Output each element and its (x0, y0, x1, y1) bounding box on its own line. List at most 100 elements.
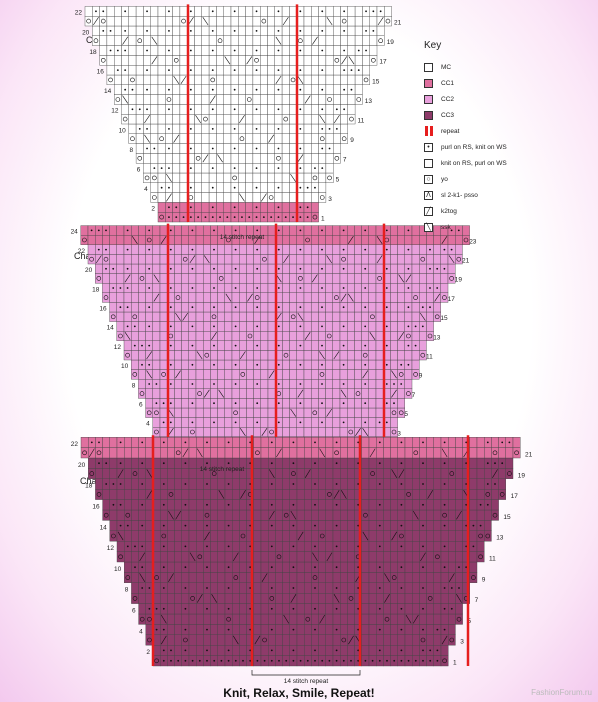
svg-text:8: 8 (125, 587, 129, 594)
chart-b-grid: 123456789101112131415161718192021222324 (71, 223, 477, 466)
svg-text:18: 18 (92, 286, 100, 293)
key-label: yo (441, 175, 448, 183)
svg-text:2: 2 (151, 206, 155, 213)
key-label: ssk (441, 223, 451, 231)
key-swatch-icon (424, 94, 433, 104)
svg-text:14: 14 (100, 524, 108, 531)
key-label: sl 2-k1- psso (441, 191, 478, 199)
key-label: purl on RS, knit on WS (441, 143, 507, 151)
svg-text:21: 21 (525, 452, 533, 459)
key-title: Key (424, 40, 442, 51)
svg-text:7: 7 (475, 597, 479, 604)
watermark: FashionForum.ru (531, 688, 592, 697)
key-label: MC (441, 63, 452, 71)
svg-text:9: 9 (350, 137, 354, 144)
svg-text:2: 2 (146, 649, 150, 656)
svg-text:5: 5 (336, 176, 340, 183)
key-item: CC2 (424, 91, 594, 107)
svg-text:10: 10 (114, 566, 122, 573)
key-label: CC2 (441, 95, 455, 103)
svg-text:7: 7 (343, 157, 347, 164)
key-swatch-icon: Λ (424, 190, 433, 200)
svg-text:4: 4 (144, 186, 148, 193)
svg-text:16: 16 (99, 306, 107, 313)
key-item: CC3 (424, 107, 594, 123)
key-swatch-icon (424, 158, 433, 168)
key-item: knit on RS, purl on WS (424, 155, 594, 171)
key-item: repeat (424, 123, 594, 139)
footer-slogan: Knit, Relax, Smile, Repeat! (223, 686, 375, 700)
svg-text:19: 19 (518, 472, 526, 479)
svg-text:9: 9 (419, 373, 423, 380)
svg-text:1: 1 (321, 216, 325, 223)
svg-text:8: 8 (132, 382, 136, 389)
chart-a-repeat-label: 14 stitch repeat (219, 234, 265, 241)
svg-text:14: 14 (107, 325, 115, 332)
svg-text:23: 23 (469, 238, 477, 245)
key-swatch-icon: ○ (424, 174, 433, 184)
svg-text:12: 12 (111, 108, 119, 115)
svg-text:19: 19 (387, 39, 395, 46)
key-swatch-icon (424, 78, 433, 88)
svg-text:11: 11 (426, 354, 433, 361)
svg-text:10: 10 (121, 363, 129, 370)
svg-text:20: 20 (78, 462, 86, 469)
svg-text:15: 15 (440, 315, 448, 322)
svg-text:18: 18 (85, 483, 93, 490)
key-label: CC3 (441, 111, 455, 119)
key-item: • purl on RS, knit on WS (424, 139, 594, 155)
svg-text:16: 16 (92, 504, 100, 511)
svg-text:21: 21 (394, 20, 402, 27)
svg-text:4: 4 (139, 628, 143, 635)
svg-text:5: 5 (404, 411, 408, 418)
svg-text:7: 7 (412, 392, 416, 399)
key-label: repeat (441, 127, 460, 135)
svg-text:8: 8 (129, 147, 133, 154)
key-swatch-icon (424, 62, 433, 72)
key-item: ○ yo (424, 171, 594, 187)
svg-text:3: 3 (460, 639, 464, 646)
svg-text:19: 19 (455, 277, 463, 284)
svg-text:15: 15 (503, 514, 511, 521)
svg-text:20: 20 (85, 267, 93, 274)
key-label: knit on RS, purl on WS (441, 159, 507, 167)
svg-text:6: 6 (139, 402, 143, 409)
svg-text:24: 24 (71, 229, 79, 236)
chart-c-repeat-label: 14 stitch repeat (283, 678, 329, 685)
svg-text:4: 4 (146, 421, 150, 428)
svg-text:10: 10 (119, 127, 127, 134)
svg-text:6: 6 (137, 167, 141, 174)
key-label: CC1 (441, 79, 455, 87)
svg-text:21: 21 (462, 258, 470, 265)
key-swatch-icon (424, 110, 433, 120)
svg-text:12: 12 (107, 545, 115, 552)
svg-text:1: 1 (453, 660, 457, 667)
svg-text:16: 16 (97, 69, 105, 76)
svg-text:13: 13 (496, 535, 504, 542)
svg-text:22: 22 (75, 10, 83, 17)
svg-text:13: 13 (365, 98, 373, 105)
svg-text:22: 22 (71, 441, 79, 448)
svg-text:5: 5 (467, 618, 471, 625)
svg-text:13: 13 (433, 334, 441, 341)
chart-b-repeat-label: 14 stitch repeat (199, 466, 245, 473)
svg-text:22: 22 (78, 248, 86, 255)
svg-text:12: 12 (114, 344, 122, 351)
svg-text:11: 11 (489, 556, 496, 563)
key-item: ╱ k2tog (424, 203, 594, 219)
svg-text:11: 11 (358, 118, 365, 125)
key-label: k2tog (441, 207, 457, 215)
svg-text:20: 20 (82, 29, 90, 36)
svg-text:6: 6 (132, 608, 136, 615)
svg-text:3: 3 (397, 430, 401, 437)
key-swatch-icon (424, 126, 433, 136)
key-item: CC1 (424, 75, 594, 91)
key-item: ╲ ssk (424, 219, 594, 235)
svg-text:15: 15 (372, 78, 380, 85)
svg-text:17: 17 (511, 493, 519, 500)
key-swatch-icon: ╱ (424, 206, 433, 216)
